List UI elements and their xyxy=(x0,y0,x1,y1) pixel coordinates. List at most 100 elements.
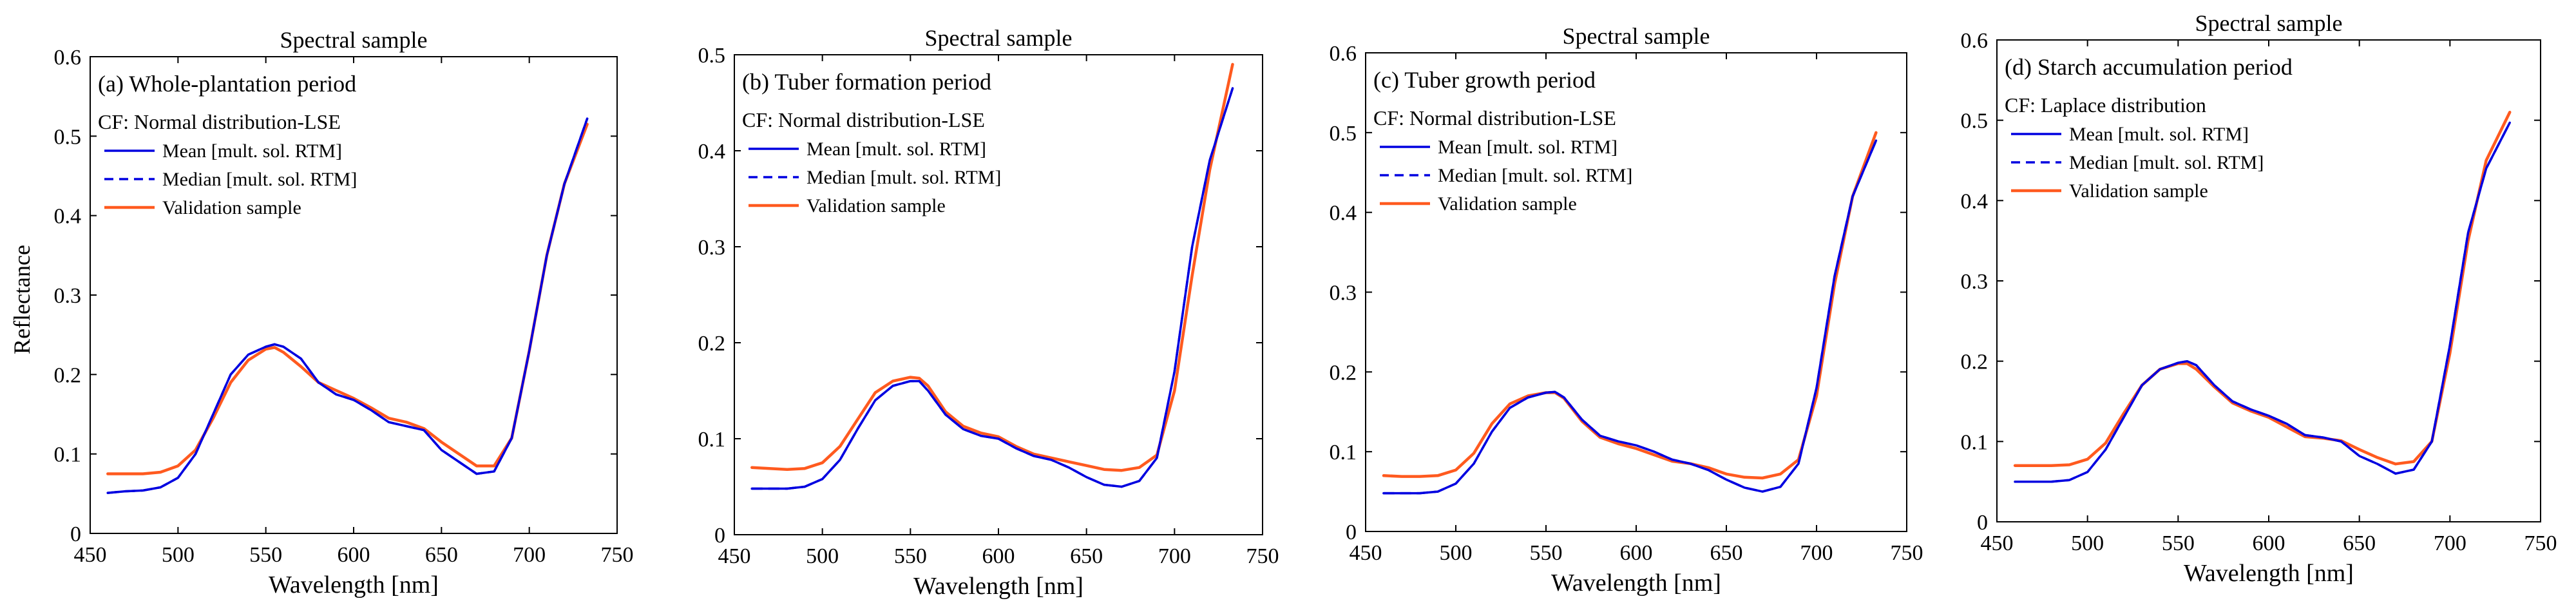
x-tick-label: 600 xyxy=(2253,531,2285,555)
x-axis-label: Wavelength [nm] xyxy=(2184,560,2354,587)
chart-panel-a: Spectral sample 450 500 550 600 650 700 750 0 0.1… xyxy=(54,27,634,598)
y-tick-label: 0.6 xyxy=(1330,42,1357,66)
x-tick-label: 750 xyxy=(1246,544,1279,568)
x-tick-label: 700 xyxy=(1800,541,1833,565)
x-tick-label: 450 xyxy=(1350,541,1382,565)
y-tick-label: 0.4 xyxy=(1330,202,1357,225)
panel-label: (a) Whole-plantation period xyxy=(98,71,356,97)
legend-label-validation: Validation sample xyxy=(806,195,946,216)
x-tick-label: 750 xyxy=(2524,531,2557,555)
y-tick-label: 0.1 xyxy=(698,428,726,452)
y-tick-label: 0.6 xyxy=(1961,29,1989,53)
y-tick-label: 0.5 xyxy=(698,44,726,68)
y-tick-label: 0.2 xyxy=(1961,350,1989,374)
y-tick-label: 0 xyxy=(1346,521,1357,544)
legend: Mean [mult. sol. RTM] Median [mult. sol. … xyxy=(104,140,357,218)
y-tick-label: 0.1 xyxy=(1961,430,1989,454)
x-axis-label: Wavelength [nm] xyxy=(1551,569,1721,597)
y-tick-label: 0.2 xyxy=(1330,361,1357,385)
series-line-validation xyxy=(750,62,1234,472)
legend-label-validation: Validation sample xyxy=(162,197,301,218)
y-tick-label: 0 xyxy=(714,524,725,548)
legend: Mean [mult. sol. RTM] Median [mult. sol. … xyxy=(749,139,1001,216)
legend-label-mean: Mean [mult. sol. RTM] xyxy=(806,139,986,160)
chart-title: Spectral sample xyxy=(1563,23,1710,49)
legend: Mean [mult. sol. RTM] Median [mult. sol. … xyxy=(1380,137,1632,215)
x-tick-label: 600 xyxy=(982,544,1015,568)
x-tick-label: 450 xyxy=(718,544,751,568)
x-tick-label: 550 xyxy=(1530,541,1563,565)
x-tick-label: 600 xyxy=(338,543,370,567)
panel-label: (d) Starch accumulation period xyxy=(2005,54,2293,80)
y-tick-label: 0 xyxy=(70,522,81,546)
chart-title: Spectral sample xyxy=(2195,10,2343,36)
legend-label-validation: Validation sample xyxy=(2069,180,2208,202)
y-tick-label: 0.2 xyxy=(54,363,82,387)
y-tick-label: 0.5 xyxy=(1961,110,1989,133)
x-tick-label: 650 xyxy=(425,543,458,567)
chart-title: Spectral sample xyxy=(280,27,428,53)
x-tick-label: 650 xyxy=(2343,531,2376,555)
x-tick-label: 550 xyxy=(2162,531,2195,555)
y-tick-label: 0.5 xyxy=(1330,122,1357,146)
series-line-mean xyxy=(106,117,589,494)
series-line-validation xyxy=(106,122,589,475)
x-tick-label: 650 xyxy=(1710,541,1743,565)
chart-panel-d: Spectral sample 450 500 550 600 650 700 750 0 0.1… xyxy=(1961,10,2557,587)
y-tick-label: 0.4 xyxy=(54,205,82,229)
x-axis-label: Wavelength [nm] xyxy=(269,571,439,598)
x-tick-label: 500 xyxy=(162,543,195,567)
series-line-mean xyxy=(1382,139,1878,495)
legend-label-median: Median [mult. sol. RTM] xyxy=(162,169,357,190)
y-tick-label: 0.3 xyxy=(54,284,82,308)
x-tick-label: 500 xyxy=(1440,541,1473,565)
x-tick-label: 500 xyxy=(806,544,839,568)
cf-label: CF: Normal distribution-LSE xyxy=(1373,106,1616,129)
y-tick-label: 0.3 xyxy=(1961,270,1989,294)
y-tick-label: 0 xyxy=(1977,511,1988,535)
legend-label-median: Median [mult. sol. RTM] xyxy=(1438,165,1632,186)
x-tick-label: 700 xyxy=(513,543,546,567)
series-line-mean xyxy=(2014,121,2511,483)
legend-label-mean: Mean [mult. sol. RTM] xyxy=(162,140,342,162)
x-tick-label: 650 xyxy=(1070,544,1103,568)
legend-label-mean: Mean [mult. sol. RTM] xyxy=(1438,137,1617,158)
chart-panel-b: Spectral sample 450 500 550 600 650 700 750 0 0.1… xyxy=(698,25,1279,600)
x-tick-label: 550 xyxy=(894,544,927,568)
cf-label: CF: Laplace distribution xyxy=(2005,93,2206,117)
panel-label: (c) Tuber growth period xyxy=(1373,67,1596,93)
y-tick-label: 0.5 xyxy=(54,125,82,149)
y-tick-label: 0.1 xyxy=(1330,441,1357,464)
x-tick-label: 750 xyxy=(1891,541,1923,565)
legend: Mean [mult. sol. RTM] Median [mult. sol. … xyxy=(2011,124,2264,202)
y-tick-label: 0.1 xyxy=(54,443,82,467)
series-line-mean xyxy=(750,87,1234,490)
x-tick-label: 450 xyxy=(74,543,107,567)
cf-label: CF: Normal distribution-LSE xyxy=(742,108,985,131)
series-line-validation xyxy=(1382,131,1878,480)
y-tick-label: 0.3 xyxy=(698,236,726,260)
y-axis-label: Reflectance xyxy=(9,245,35,354)
y-tick-label: 0.4 xyxy=(1961,189,1989,213)
legend-label-median: Median [mult. sol. RTM] xyxy=(2069,152,2264,173)
x-tick-label: 450 xyxy=(1981,531,2014,555)
x-tick-label: 600 xyxy=(1620,541,1653,565)
legend-label-mean: Mean [mult. sol. RTM] xyxy=(2069,124,2249,145)
panel-label: (b) Tuber formation period xyxy=(742,69,991,95)
x-tick-label: 700 xyxy=(1158,544,1191,568)
series-line-validation xyxy=(2013,110,2512,467)
y-tick-label: 0.2 xyxy=(698,332,726,356)
y-tick-label: 0.6 xyxy=(54,46,82,70)
legend-label-validation: Validation sample xyxy=(1438,193,1577,215)
x-tick-label: 700 xyxy=(2434,531,2466,555)
x-tick-label: 500 xyxy=(2071,531,2104,555)
x-tick-label: 550 xyxy=(249,543,282,567)
cf-label: CF: Normal distribution-LSE xyxy=(98,110,341,133)
legend-label-median: Median [mult. sol. RTM] xyxy=(806,167,1001,188)
y-tick-label: 0.4 xyxy=(698,140,726,164)
chart-panel-c: Spectral sample 450 500 550 600 650 700 750 0 0.1… xyxy=(1330,23,1923,597)
x-tick-label: 750 xyxy=(601,543,634,567)
chart-title: Spectral sample xyxy=(925,25,1073,51)
x-axis-label: Wavelength [nm] xyxy=(913,573,1083,600)
